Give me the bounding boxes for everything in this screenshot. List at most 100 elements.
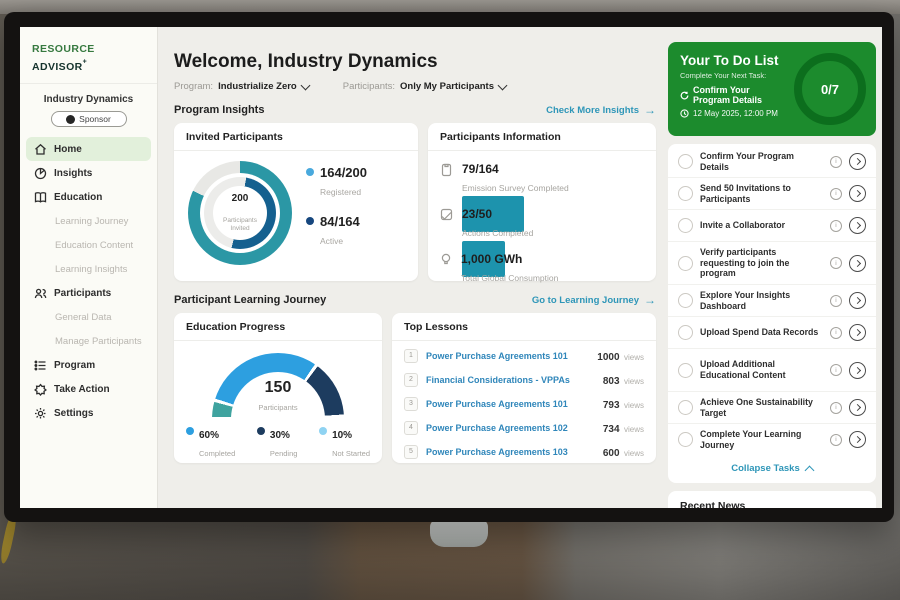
- sidebar-item-education-content[interactable]: Education Content: [26, 233, 151, 257]
- chevron-right-button[interactable]: [849, 153, 866, 170]
- todo-item-label: Confirm Your Program Details: [700, 150, 795, 172]
- checkbox[interactable]: [678, 325, 693, 340]
- checkbox[interactable]: [678, 362, 693, 378]
- checkbox[interactable]: [678, 432, 693, 447]
- participants-dropdown[interactable]: Participants: Only My Participants: [343, 80, 508, 92]
- sidebar-item-home[interactable]: Home: [26, 137, 151, 161]
- sidebar-item-education[interactable]: Education: [26, 185, 151, 209]
- todo-item[interactable]: Achieve One Sustainability Target i: [668, 392, 876, 424]
- legend-active: 84/164 Active: [306, 213, 367, 249]
- todo-item[interactable]: Confirm Your Program Details i: [668, 146, 876, 178]
- organization-name: Industry Dynamics: [43, 94, 134, 105]
- views-suffix: views: [623, 352, 644, 362]
- check-more-insights-link[interactable]: Check More Insights →: [546, 104, 656, 116]
- survey-icon: [440, 163, 453, 196]
- insights-cards-row: Invited Participants 200 Participants In…: [174, 123, 656, 283]
- sidebar-item-label: Education Content: [55, 239, 134, 251]
- checkbox[interactable]: [678, 293, 693, 308]
- todo-item[interactable]: Upload Spend Data Records i: [668, 317, 876, 349]
- program-dropdown[interactable]: Program: Industrialize Zero: [174, 80, 311, 92]
- lesson-row: 4 Power Purchase Agreements 102 734 view…: [392, 413, 656, 437]
- chevron-right-button[interactable]: [849, 217, 866, 234]
- sidebar-item-learning-journey[interactable]: Learning Journey: [26, 209, 151, 233]
- sidebar-item-settings[interactable]: Settings: [26, 401, 151, 425]
- sidebar-item-label: Take Action: [54, 383, 110, 395]
- todo-item[interactable]: Send 50 Invitations to Participants i: [668, 178, 876, 210]
- info-icon[interactable]: i: [830, 364, 842, 376]
- checkbox[interactable]: [678, 186, 693, 201]
- info-icon[interactable]: i: [830, 219, 842, 232]
- sidebar-item-program[interactable]: Program: [26, 353, 151, 377]
- next-task: Confirm Your Program Details: [680, 85, 788, 105]
- clock-icon: [680, 109, 689, 118]
- chevron-right-button[interactable]: [849, 292, 866, 309]
- filter-bar: Program: Industrialize Zero Participants…: [174, 80, 656, 92]
- sidebar-item-general-data[interactable]: General Data: [26, 305, 151, 329]
- sidebar-item-label: Insights: [54, 167, 93, 179]
- sponsor-badge-label: Sponsor: [79, 114, 111, 124]
- sidebar-item-participants[interactable]: Participants: [26, 281, 151, 305]
- recent-news-card: Recent News: [668, 491, 876, 508]
- checkbox[interactable]: [678, 154, 693, 169]
- todo-item-label: Send 50 Invitations to Participants: [700, 182, 791, 204]
- todo-item-label: Upload Spend Data Records: [700, 327, 819, 337]
- collapse-tasks-link[interactable]: Collapse Tasks: [668, 455, 876, 481]
- link-label: Go to Learning Journey: [531, 294, 639, 306]
- chevron-right-button[interactable]: [849, 399, 866, 416]
- sidebar-item-label: Home: [54, 143, 82, 155]
- lesson-link[interactable]: Financial Considerations - VPPAs: [426, 374, 570, 385]
- lesson-link[interactable]: Power Purchase Agreements 101: [426, 398, 568, 409]
- next-task-label: Confirm Your Program Details: [693, 85, 763, 105]
- page-title: Welcome, Industry Dynamics: [174, 51, 438, 72]
- people-icon: [34, 287, 47, 300]
- refresh-icon: [680, 91, 689, 100]
- sidebar-item-learning-insights[interactable]: Learning Insights: [26, 257, 151, 281]
- info-icon[interactable]: i: [830, 326, 842, 339]
- invited-participants-card: Invited Participants 200 Participants In…: [174, 123, 418, 281]
- go-to-learning-journey-link[interactable]: Go to Learning Journey →: [532, 294, 656, 306]
- main-content: Welcome, Industry Dynamics Program: Indu…: [158, 27, 668, 508]
- todo-progress-ring: 0/7: [794, 53, 866, 125]
- todo-item[interactable]: Invite a Collaborator i: [668, 210, 876, 242]
- legend-label: Registered: [320, 187, 362, 197]
- chevron-right-button[interactable]: [849, 324, 866, 341]
- info-icon[interactable]: i: [830, 155, 842, 168]
- legend-pending: 30% Pending: [256, 425, 297, 461]
- todo-item[interactable]: Complete Your Learning Journey i: [668, 424, 876, 455]
- lesson-rank: 1: [404, 348, 418, 363]
- views-suffix: views: [623, 448, 644, 458]
- legend-completed: 60% Completed: [186, 425, 235, 461]
- info-icon[interactable]: i: [830, 433, 842, 446]
- info-icon[interactable]: i: [830, 401, 842, 414]
- chevron-right-button[interactable]: [849, 185, 866, 202]
- background-shadow: [0, 520, 900, 600]
- lesson-link[interactable]: Power Purchase Agreements 102: [426, 422, 568, 433]
- lesson-link[interactable]: Power Purchase Agreements 101: [426, 350, 568, 361]
- sidebar-item-insights[interactable]: Insights: [26, 161, 151, 185]
- lesson-row: 1 Power Purchase Agreements 101 1000 vie…: [392, 341, 656, 365]
- sidebar-item-take-action[interactable]: Take Action: [26, 377, 151, 401]
- chevron-right-button[interactable]: [849, 254, 866, 272]
- legend-dot: [306, 168, 314, 176]
- sidebar: RESOURCE ADVISOR+ Industry Dynamics Spon…: [20, 27, 158, 508]
- checkbox[interactable]: [678, 400, 693, 415]
- chevron-right-button[interactable]: [849, 361, 866, 379]
- actions-icon: [440, 208, 453, 241]
- todo-item[interactable]: Verify participants requesting to join t…: [668, 242, 876, 285]
- lesson-link[interactable]: Power Purchase Agreements 103: [426, 446, 568, 457]
- lesson-row: 5 Power Purchase Agreements 103 600 view…: [392, 437, 656, 461]
- info-icon[interactable]: i: [830, 187, 842, 200]
- todo-item[interactable]: Explore Your Insights Dashboard i: [668, 285, 876, 317]
- info-icon[interactable]: i: [830, 294, 842, 307]
- info-value: 23/50: [462, 207, 493, 221]
- chevron-down-icon: [497, 80, 508, 90]
- todo-item-label: Explore Your Insights Dashboard: [700, 289, 791, 311]
- checkbox[interactable]: [678, 218, 693, 233]
- todo-item[interactable]: Upload Additional Educational Content i: [668, 349, 876, 392]
- lesson-views: 1000: [597, 351, 620, 363]
- sidebar-item-manage-participants[interactable]: Manage Participants: [26, 329, 151, 353]
- sidebar-item-label: Learning Journey: [55, 215, 129, 227]
- info-icon[interactable]: i: [830, 257, 842, 269]
- checkbox[interactable]: [678, 255, 693, 271]
- chevron-right-button[interactable]: [849, 431, 866, 448]
